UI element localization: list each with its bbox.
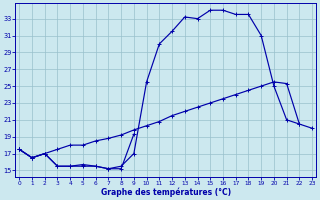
- X-axis label: Graphe des températures (°C): Graphe des températures (°C): [100, 187, 231, 197]
